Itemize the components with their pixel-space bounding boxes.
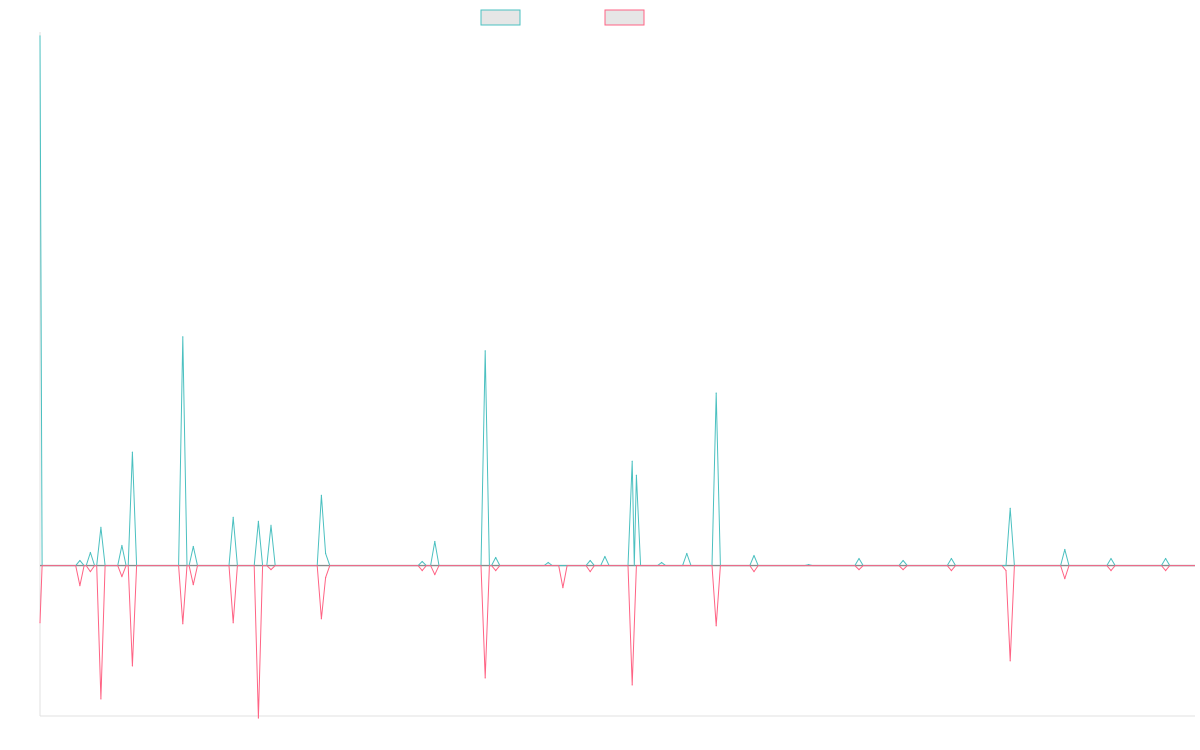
- series-2-point[interactable]: [1064, 578, 1066, 580]
- series-2-point[interactable]: [562, 587, 564, 589]
- series-1-point[interactable]: [753, 554, 755, 557]
- series-2-point[interactable]: [100, 698, 102, 700]
- legend-swatch-series-2[interactable]: [604, 9, 645, 26]
- series-2-point[interactable]: [89, 571, 91, 573]
- legend-swatch-series-1[interactable]: [480, 9, 521, 26]
- series-1-point[interactable]: [686, 552, 688, 555]
- series-2-point[interactable]: [421, 570, 423, 572]
- series-1-point[interactable]: [631, 460, 633, 462]
- series-1-point[interactable]: [100, 526, 102, 529]
- series-1-point[interactable]: [232, 516, 234, 519]
- series-2-point[interactable]: [1165, 570, 1167, 572]
- legend[interactable]: [480, 9, 645, 26]
- series-1-point[interactable]: [89, 551, 91, 554]
- series-1-point[interactable]: [1064, 548, 1066, 551]
- series-1-point[interactable]: [547, 561, 549, 564]
- series-1-point[interactable]: [182, 336, 184, 338]
- series-2-point[interactable]: [131, 665, 133, 667]
- series-1-point[interactable]: [589, 559, 591, 562]
- series-1-point[interactable]: [39, 35, 41, 37]
- series-2-point[interactable]: [257, 717, 259, 719]
- series-2-point[interactable]: [902, 569, 904, 571]
- series-1-point[interactable]: [635, 474, 638, 476]
- series-1-point[interactable]: [1165, 557, 1167, 560]
- series-1-point[interactable]: [715, 392, 717, 394]
- series-1-point[interactable]: [320, 494, 322, 496]
- series-1-point[interactable]: [484, 350, 486, 352]
- series-2-point[interactable]: [858, 569, 860, 571]
- series-2-point[interactable]: [495, 570, 497, 572]
- series-2-point[interactable]: [232, 622, 234, 624]
- series-1-point[interactable]: [808, 564, 810, 566]
- series-2-point[interactable]: [484, 677, 486, 679]
- series-2-point[interactable]: [715, 625, 717, 627]
- series-1-point[interactable]: [270, 524, 272, 527]
- series-1-point[interactable]: [902, 559, 904, 562]
- series-1-point[interactable]: [79, 559, 81, 562]
- series-2-point[interactable]: [631, 684, 633, 686]
- series-2-point[interactable]: [121, 576, 123, 578]
- series-1-point[interactable]: [661, 561, 663, 564]
- series-1-point[interactable]: [421, 560, 423, 563]
- series-1-point[interactable]: [604, 555, 606, 558]
- series-1-point[interactable]: [131, 451, 133, 453]
- series-2-point[interactable]: [950, 570, 953, 572]
- series-1-point[interactable]: [121, 544, 123, 547]
- plot-area: [39, 32, 1195, 719]
- series-1-point[interactable]: [495, 556, 497, 559]
- series-1-point[interactable]: [1110, 557, 1112, 560]
- series-2-point[interactable]: [1005, 570, 1007, 572]
- series-1-point[interactable]: [950, 557, 953, 560]
- series-1-point[interactable]: [192, 545, 194, 548]
- series-2-point[interactable]: [39, 622, 41, 624]
- series-2-point[interactable]: [434, 574, 436, 576]
- series-2-point[interactable]: [325, 577, 327, 579]
- series-1-point[interactable]: [858, 557, 860, 560]
- series-2-point[interactable]: [270, 569, 272, 571]
- series-2-point[interactable]: [182, 623, 184, 625]
- series-2-point[interactable]: [1110, 570, 1112, 572]
- series-2-point[interactable]: [320, 618, 322, 620]
- series-1-point[interactable]: [325, 552, 327, 555]
- series-1-point[interactable]: [257, 520, 259, 523]
- series-2-point[interactable]: [79, 585, 81, 587]
- series-1-point[interactable]: [434, 540, 436, 543]
- series-2-point[interactable]: [1009, 660, 1011, 662]
- series-line-1: [39, 35, 1195, 567]
- series-2-point[interactable]: [589, 571, 591, 573]
- series-1-point[interactable]: [1009, 507, 1011, 509]
- series-2-point[interactable]: [753, 571, 755, 573]
- series-2-point[interactable]: [192, 584, 194, 586]
- series-line-2: [39, 565, 1195, 719]
